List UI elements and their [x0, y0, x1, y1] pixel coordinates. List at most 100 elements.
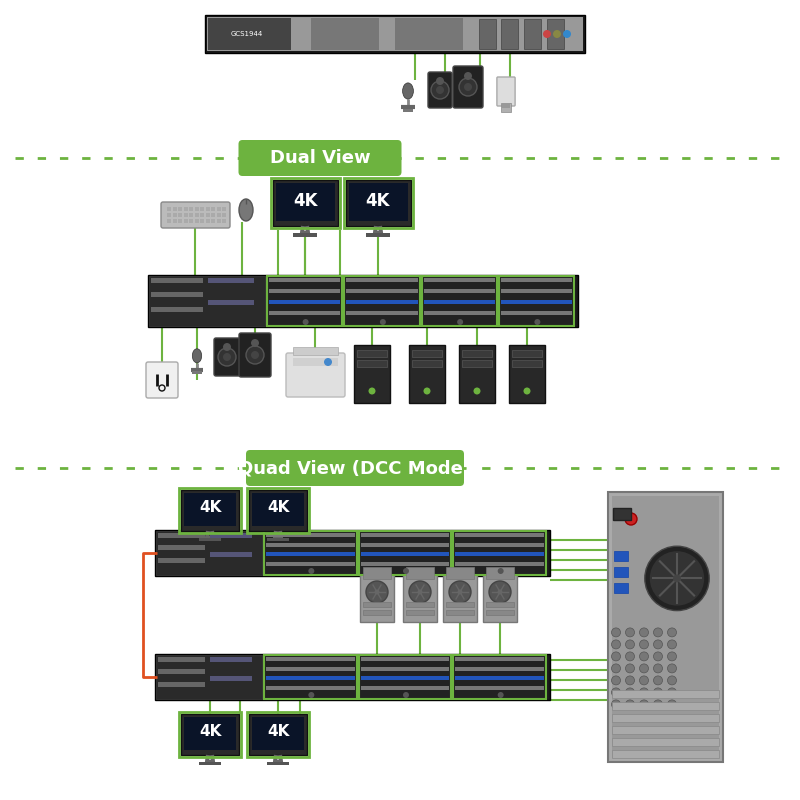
Bar [613, 508, 631, 520]
Bar [502, 19, 518, 49]
Circle shape [553, 30, 561, 38]
Circle shape [523, 387, 530, 394]
Bar [266, 542, 354, 546]
Circle shape [626, 664, 634, 673]
Bar [269, 311, 340, 315]
Circle shape [611, 628, 621, 637]
Circle shape [654, 676, 662, 685]
Circle shape [409, 581, 431, 603]
Circle shape [218, 348, 236, 366]
Bar [273, 180, 338, 226]
Bar [151, 292, 203, 298]
Circle shape [626, 640, 634, 649]
Bar [483, 562, 517, 622]
Circle shape [650, 551, 704, 606]
Circle shape [308, 568, 314, 574]
Circle shape [436, 77, 444, 85]
Bar [614, 551, 628, 562]
Circle shape [645, 546, 710, 610]
Circle shape [436, 86, 444, 94]
Circle shape [374, 590, 379, 594]
Circle shape [625, 513, 637, 525]
Circle shape [611, 664, 621, 673]
Bar [455, 562, 544, 566]
Bar [422, 276, 497, 326]
Bar [252, 717, 304, 750]
Bar [455, 666, 544, 670]
Bar [178, 219, 182, 223]
Bar [455, 686, 544, 690]
Bar [512, 350, 542, 357]
Bar [181, 490, 239, 531]
Bar [267, 762, 289, 765]
Bar [346, 180, 411, 226]
Bar [454, 655, 546, 699]
Bar [189, 213, 193, 217]
Bar [346, 289, 418, 293]
Circle shape [667, 640, 677, 649]
Circle shape [251, 339, 259, 347]
Bar [217, 219, 221, 223]
Bar [158, 682, 205, 686]
Bar [361, 666, 450, 670]
Bar [612, 738, 719, 746]
Circle shape [654, 664, 662, 673]
Bar [502, 104, 510, 108]
Circle shape [464, 83, 472, 91]
Bar [402, 109, 414, 112]
Circle shape [498, 568, 504, 574]
Bar [194, 207, 198, 211]
Bar [486, 602, 514, 607]
Circle shape [654, 700, 662, 709]
Bar [210, 551, 252, 557]
Ellipse shape [192, 349, 202, 363]
Circle shape [489, 581, 511, 603]
Text: 4K: 4K [366, 192, 390, 210]
Bar [276, 183, 335, 221]
Bar [173, 207, 177, 211]
FancyBboxPatch shape [497, 77, 515, 106]
Bar [455, 533, 544, 537]
Circle shape [654, 688, 662, 697]
Bar [361, 686, 450, 690]
Bar [178, 207, 182, 211]
Bar [358, 531, 451, 575]
Bar [361, 676, 450, 680]
Bar [501, 311, 572, 315]
Bar [395, 18, 463, 50]
Bar [486, 567, 514, 579]
Bar [612, 750, 719, 758]
Bar [412, 360, 442, 367]
Bar [178, 213, 182, 217]
Circle shape [474, 387, 481, 394]
Circle shape [626, 628, 634, 637]
Bar [151, 306, 203, 312]
Text: Quad View (DCC Mode): Quad View (DCC Mode) [238, 459, 471, 477]
Bar [266, 533, 354, 537]
Bar [366, 233, 390, 237]
Text: 4K: 4K [293, 192, 318, 210]
Bar [344, 276, 419, 326]
Bar [423, 311, 494, 315]
Bar [158, 558, 205, 562]
Bar [206, 207, 210, 211]
Bar [361, 552, 450, 556]
Bar [269, 300, 340, 304]
Text: 4K: 4K [267, 501, 289, 515]
Bar [210, 675, 252, 681]
Circle shape [667, 688, 677, 697]
Bar [167, 219, 171, 223]
Bar [156, 531, 262, 575]
Text: Dual View: Dual View [270, 149, 370, 167]
Bar [148, 275, 578, 327]
Bar [293, 233, 317, 237]
Bar [406, 610, 434, 615]
Bar [222, 207, 226, 211]
Circle shape [639, 628, 649, 637]
Bar [446, 610, 474, 615]
Bar [311, 18, 379, 50]
Bar [363, 602, 391, 607]
Bar [293, 347, 338, 355]
Circle shape [639, 664, 649, 673]
FancyBboxPatch shape [146, 362, 178, 398]
